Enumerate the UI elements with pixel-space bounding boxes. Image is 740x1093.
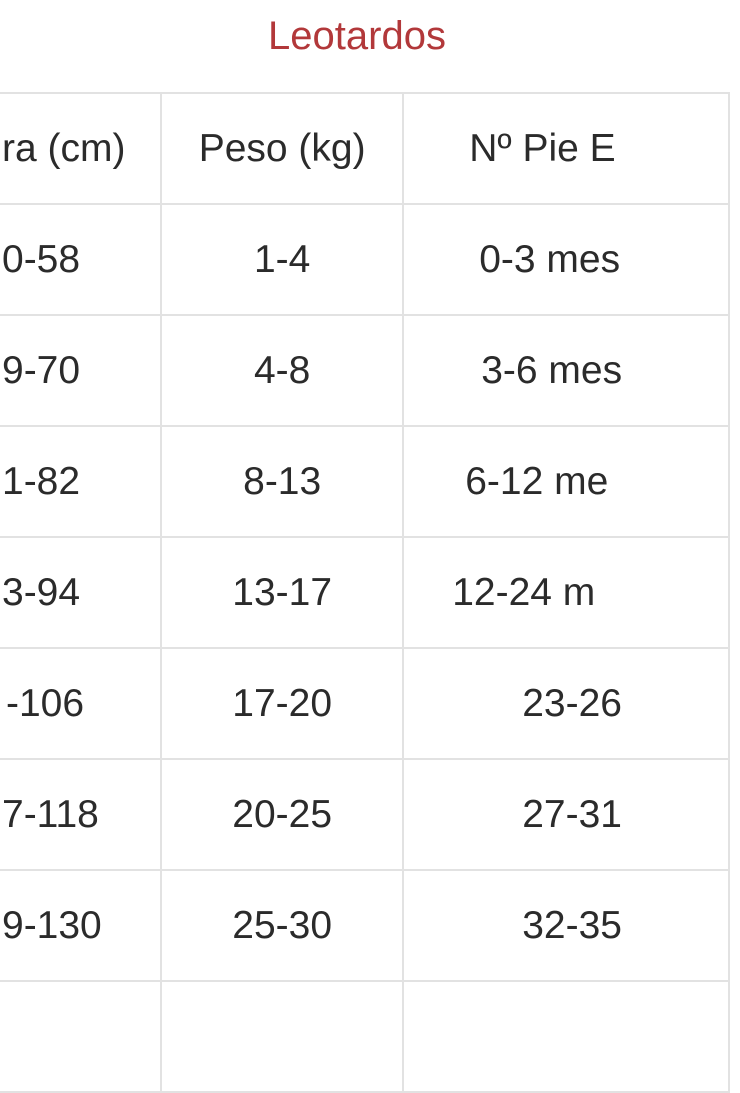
table-row: 1-82 8-13 6-12 me <box>0 425 730 538</box>
cell-shoe-size: 32-35 <box>402 869 730 982</box>
cell-height: 1-82 <box>0 425 163 538</box>
table-row: 0-58 1-4 0-3 mes <box>0 203 730 316</box>
table-row: 9-70 4-8 3-6 mes <box>0 314 730 427</box>
cell-height: -106 <box>0 647 163 760</box>
cell-height: 3-94 <box>0 536 163 649</box>
cell-shoe-size: 27-31 <box>402 758 730 871</box>
table-row: -106 17-20 23-26 <box>0 647 730 760</box>
cell-weight <box>160 980 405 1093</box>
header-shoe-size: Nº Pie E <box>402 92 730 205</box>
cell-shoe-size: 12-24 m <box>402 536 730 649</box>
cell-shoe-size: 6-12 me <box>402 425 730 538</box>
cell-height: 0-58 <box>0 203 163 316</box>
cell-weight: 8-13 <box>160 425 405 538</box>
cell-shoe-size <box>402 980 730 1093</box>
table-title: Leotardos <box>268 14 446 58</box>
table-row: 3-94 13-17 12-24 m <box>0 536 730 649</box>
cell-height: 9-70 <box>0 314 163 427</box>
size-table: ra (cm) Peso (kg) Nº Pie E 0-58 1-4 0-3 … <box>0 92 730 1093</box>
header-height: ra (cm) <box>0 92 163 205</box>
table-row: 7-118 20-25 27-31 <box>0 758 730 871</box>
header-row: ra (cm) Peso (kg) Nº Pie E <box>0 92 730 205</box>
table-row <box>0 980 730 1093</box>
header-weight: Peso (kg) <box>160 92 405 205</box>
cell-weight: 1-4 <box>160 203 405 316</box>
cell-height: 7-118 <box>0 758 163 871</box>
cell-weight: 4-8 <box>160 314 405 427</box>
cell-shoe-size: 23-26 <box>402 647 730 760</box>
cell-weight: 20-25 <box>160 758 405 871</box>
table-row: 9-130 25-30 32-35 <box>0 869 730 982</box>
cell-weight: 17-20 <box>160 647 405 760</box>
cell-weight: 13-17 <box>160 536 405 649</box>
cell-height <box>0 980 163 1093</box>
cell-shoe-size: 3-6 mes <box>402 314 730 427</box>
cell-weight: 25-30 <box>160 869 405 982</box>
cell-shoe-size: 0-3 mes <box>402 203 730 316</box>
cell-height: 9-130 <box>0 869 163 982</box>
